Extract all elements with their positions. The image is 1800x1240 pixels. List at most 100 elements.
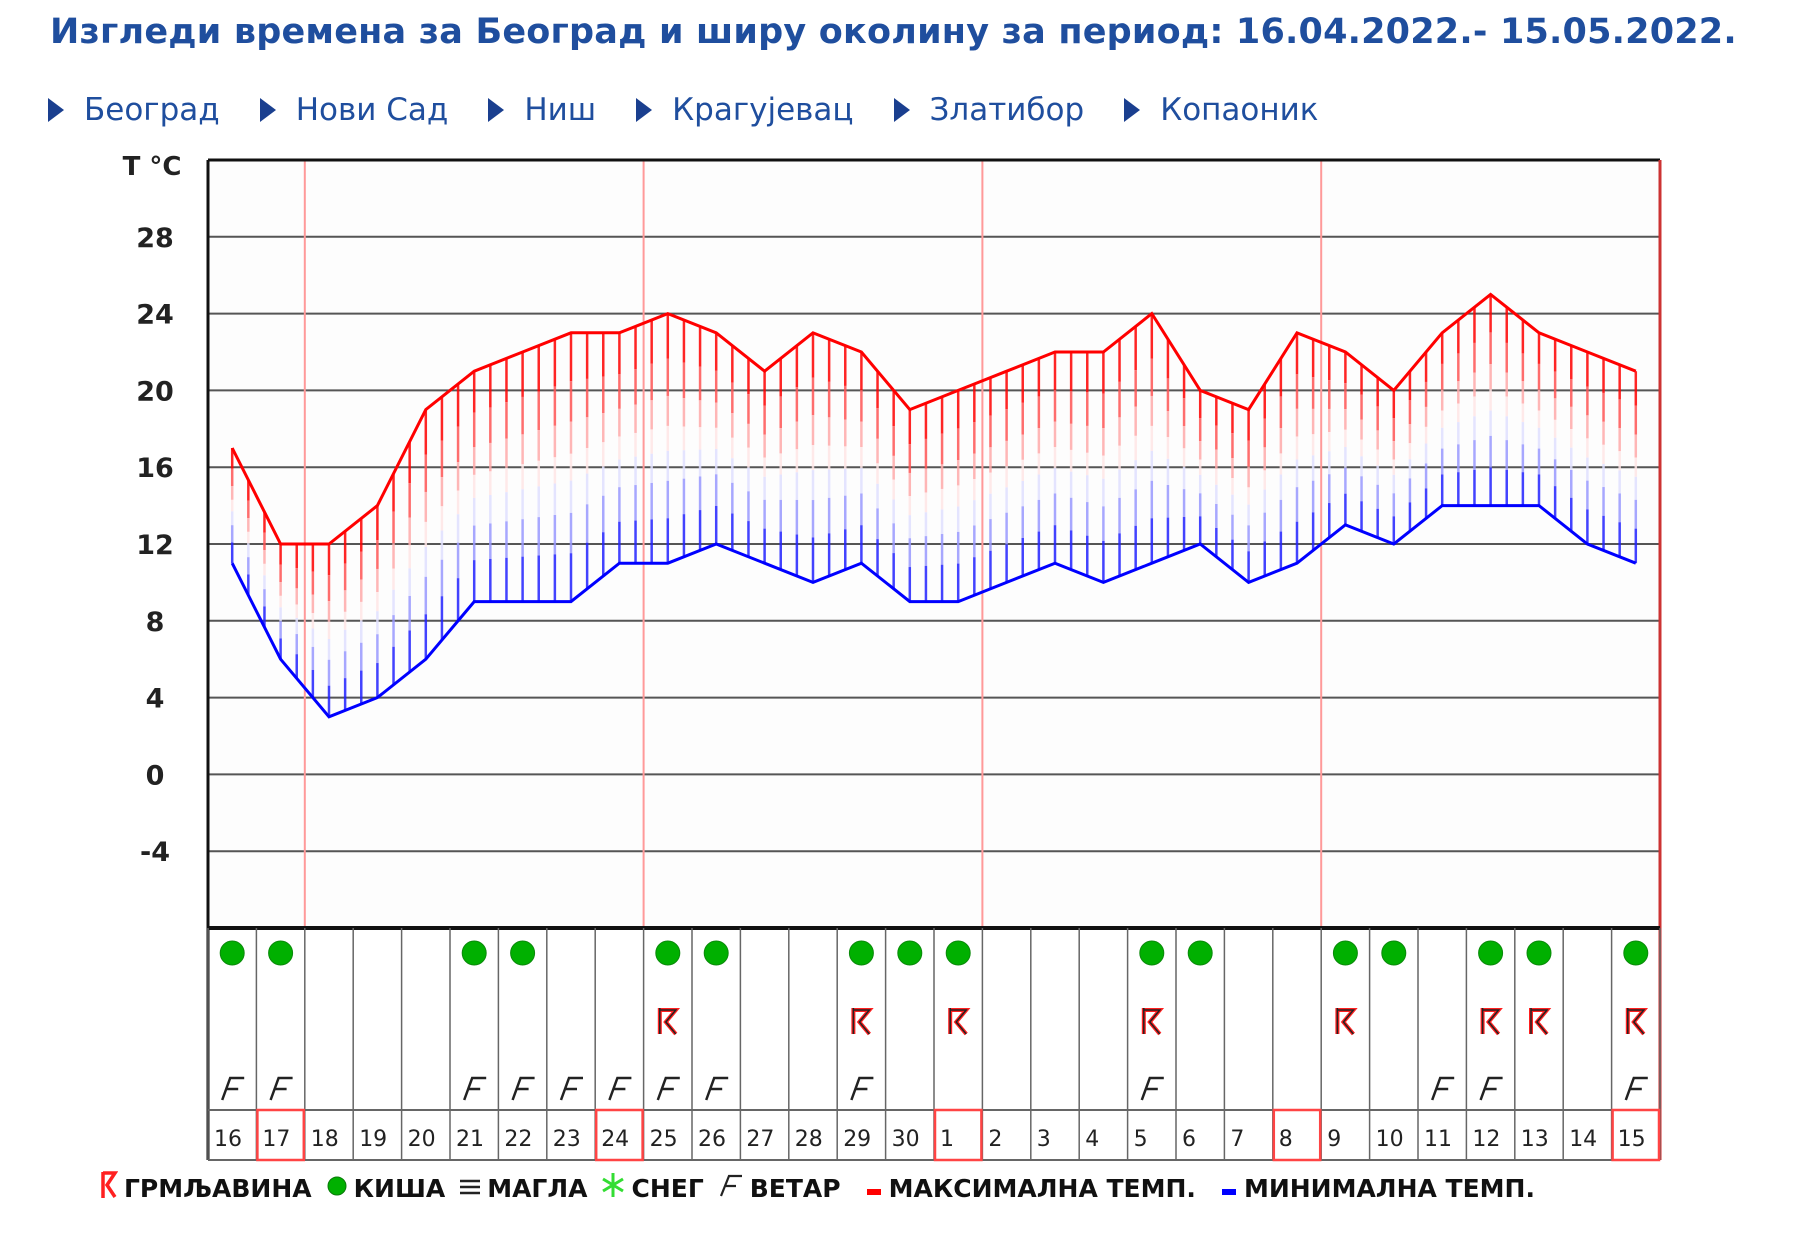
legend-item-fog: МАГЛА [459,1174,587,1203]
y-tick-label: 16 [136,453,174,484]
rain-icon [703,940,729,966]
nav-link-4[interactable]: Златибор [893,92,1084,128]
legend-item-thunder: ГРМЉАВИНА [100,1170,312,1206]
day-label: 22 [504,1127,532,1152]
nav-link-5[interactable]: Копаоник [1124,92,1319,128]
y-tick-label: 12 [136,530,174,561]
day-label: 27 [746,1127,774,1152]
max-temp-line [230,292,1637,546]
temperature-chart: 28 24 20 16 12 8 4 0 -4 T °C 16 17 18 19 20 21 22 23 24 25 2… [60,150,1750,1190]
y-tick-label: 28 [136,223,174,254]
min-temp-icon [1221,1174,1238,1203]
wind-icon [718,1172,744,1204]
nav-link-label: Нови Сад [295,92,449,128]
fog-icon [459,1174,481,1203]
nav-link-2[interactable]: Ниш [488,92,596,128]
y-axis-label: T °C [123,152,182,182]
day-label: 16 [214,1127,242,1152]
thunder-icon [851,1008,874,1036]
nav-link-3[interactable]: Крагујевац [636,92,854,128]
arrow-right-icon [636,98,653,122]
wind-icon [850,1076,874,1101]
legend-label: СНЕГ [631,1173,704,1203]
sunday-highlight [1611,1108,1661,1162]
day-label: 14 [1569,1127,1597,1152]
day-label: 9 [1327,1127,1341,1152]
rain-icon [1526,940,1552,966]
wind-icon [1479,1076,1503,1101]
wind-icon [511,1076,535,1101]
rain-icon [510,940,536,966]
rain-icon [326,1174,348,1203]
rain-icon [1478,940,1504,966]
rain-icon [268,940,294,966]
nav-link-0[interactable]: Београд [48,92,220,128]
wind-icon [608,1076,632,1101]
day-label: 5 [1134,1127,1148,1152]
day-label: 15 [1618,1127,1646,1152]
y-tick-label: 24 [136,300,174,331]
thunder-icon [657,1008,681,1036]
wind-icon [1624,1076,1648,1101]
day-label: 13 [1521,1127,1549,1152]
legend: ГРМЉАВИНА КИША МАГЛА СНЕГ ВЕТАР МАКСИМАЛНА ТЕ… [100,1170,1549,1206]
day-label: 10 [1376,1127,1404,1152]
day-label: 29 [843,1127,871,1152]
rain-icon [1332,940,1358,966]
day-label: 4 [1085,1127,1099,1152]
nav-link-label: Копаоник [1160,92,1319,128]
arrow-right-icon [48,98,64,122]
thunder-icon [1625,1008,1649,1036]
day-label: 11 [1424,1127,1452,1152]
snow-icon [601,1172,625,1204]
wind-icon [705,1076,729,1101]
legend-item-rain: КИША [326,1174,445,1203]
day-label: 3 [1037,1127,1051,1152]
arrow-right-icon [488,98,505,122]
sunday-highlight [594,1108,644,1162]
rain-icon [219,940,245,966]
day-label: 17 [262,1127,290,1152]
wind-icon [1431,1076,1455,1101]
nav-link-label: Београд [84,92,220,128]
thunder-icon [1335,1008,1358,1036]
legend-label: МИНИМАЛНА ТЕМП. [1243,1173,1535,1203]
thunder-icon [1480,1008,1503,1036]
legend-label: МАГЛА [487,1173,588,1203]
sunday-highlight [933,1108,983,1162]
legend-label: ВЕТАР [749,1173,841,1203]
y-tick-label: 0 [146,760,165,791]
day-label: 26 [698,1127,726,1152]
legend-label: МАКСИМАЛНА ТЕМП. [888,1173,1196,1203]
sunday-highlight [1272,1108,1322,1162]
page-title: Изгледи времена за Београд и ширу околин… [50,12,1737,52]
day-label: 6 [1182,1127,1196,1152]
rain-icon [461,940,487,966]
nav-link-1[interactable]: Нови Сад [259,92,449,128]
y-tick-label: 8 [146,607,165,638]
arrow-right-icon [893,98,910,122]
max-temp-icon [866,1174,883,1203]
rain-icon [945,940,971,966]
y-tick-label: -4 [140,837,170,868]
wind-icon [269,1076,293,1101]
day-label: 20 [408,1127,436,1152]
rain-icon [848,940,874,966]
wind-icon [463,1076,487,1101]
rain-icon [655,940,681,966]
legend-label: ГРМЉАВИНА [124,1173,312,1203]
day-label: 19 [359,1127,387,1152]
legend-item-min-temp: МИНИМАЛНА ТЕМП. [1221,1173,1535,1203]
day-label: 21 [456,1127,484,1152]
day-label: 30 [892,1127,920,1152]
thunder-icon [1529,1008,1552,1036]
city-nav: Београд Нови Сад Ниш Крагујевац Златибор Копа… [48,92,1359,128]
wind-icon [559,1076,583,1101]
day-label: 18 [311,1127,339,1152]
day-label: 1 [940,1127,954,1152]
y-tick-label: 20 [136,376,174,407]
nav-link-label: Крагујевац [672,92,854,128]
day-label: 28 [795,1127,823,1152]
wind-icon [656,1076,680,1101]
